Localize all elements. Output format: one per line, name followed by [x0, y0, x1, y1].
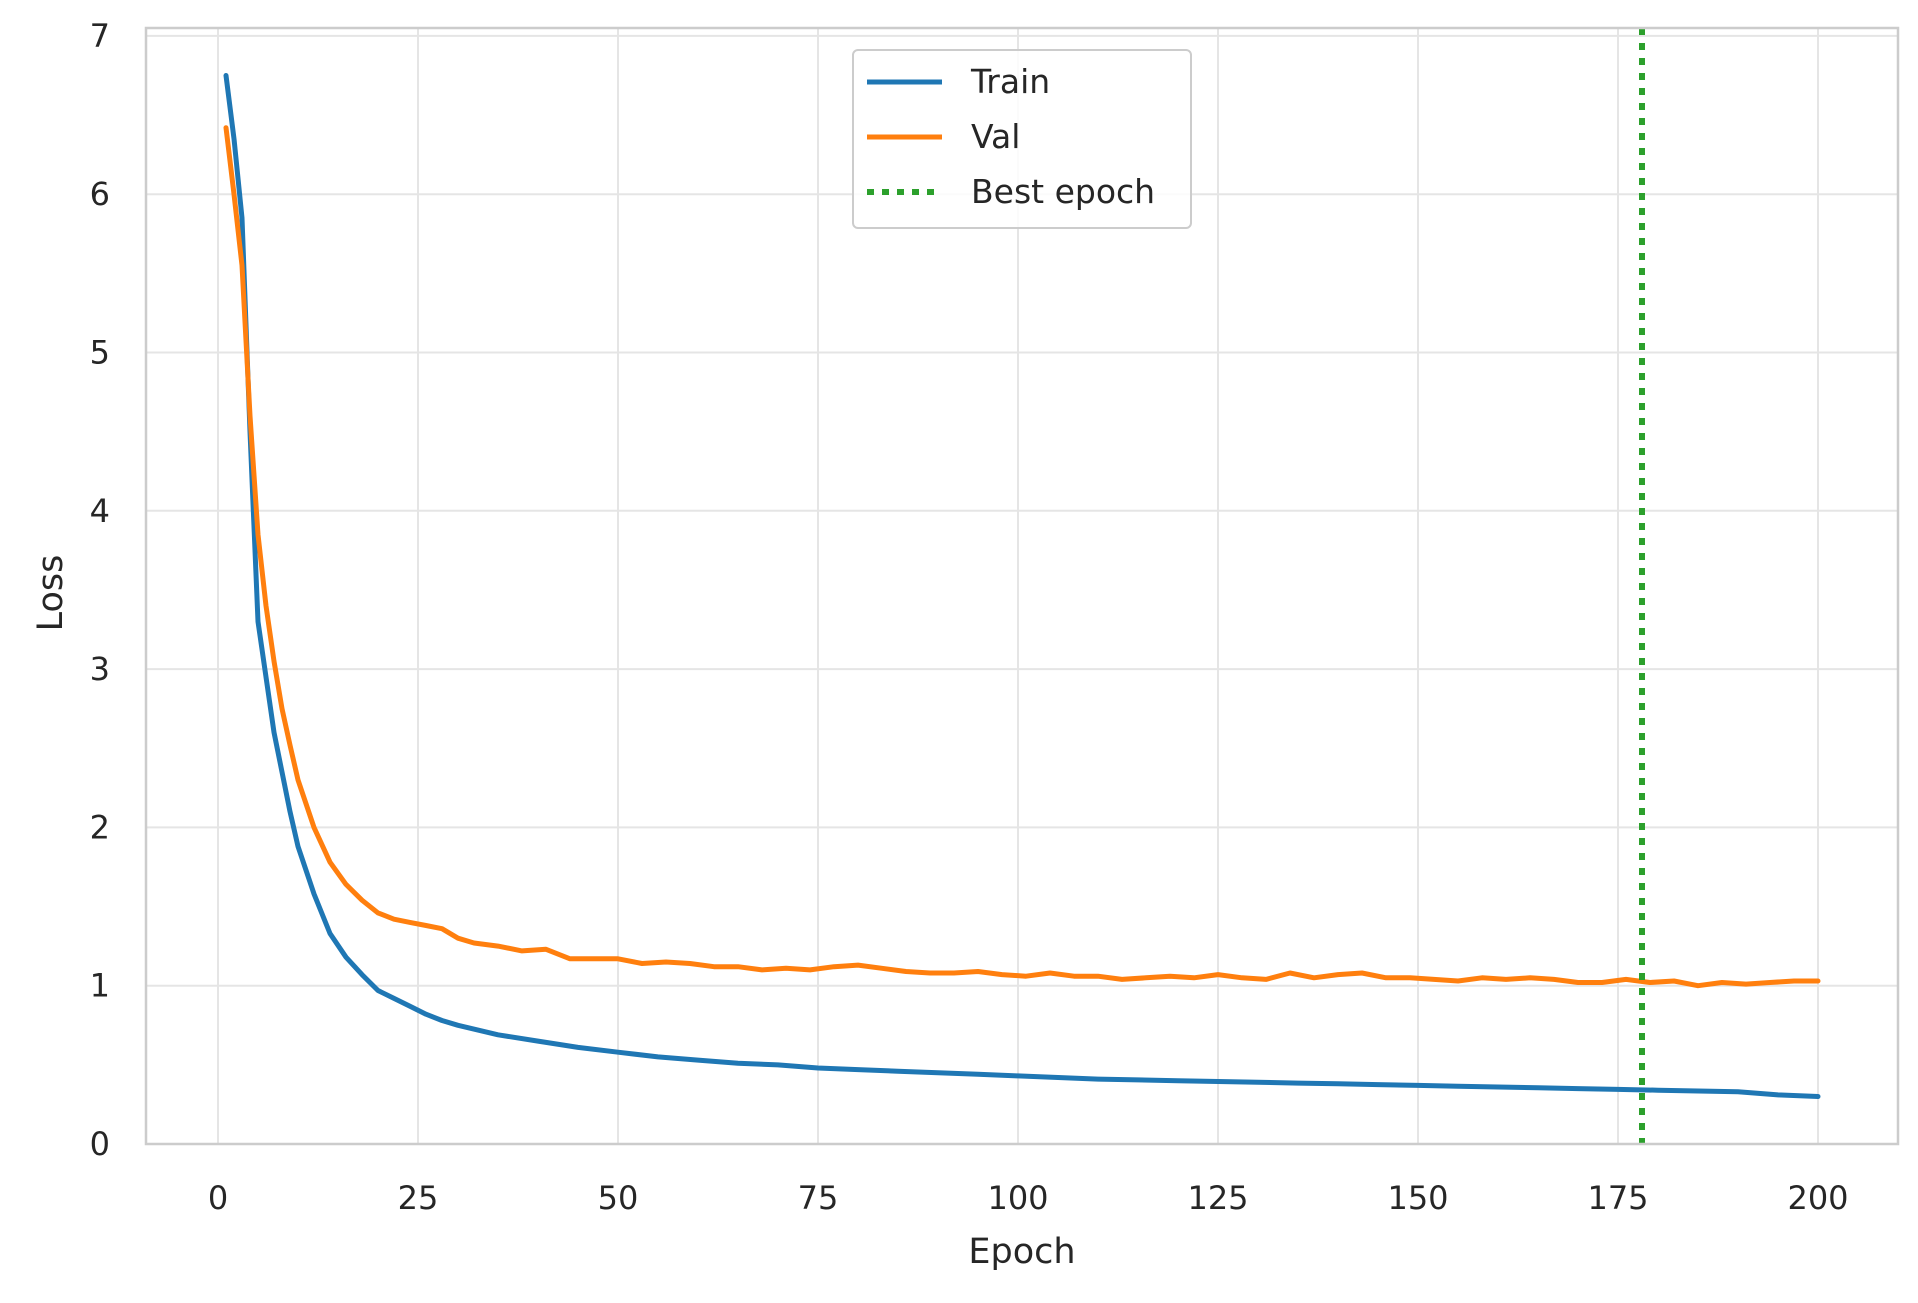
- y-axis-title: Loss: [31, 555, 71, 632]
- x-tick-label: 75: [798, 1179, 839, 1217]
- y-tick-labels: 0 1 2 3 4 5 6 7: [90, 17, 110, 1163]
- y-tick-label: 7: [90, 17, 110, 55]
- x-tick-labels: 0 25 50 75 100 125 150 175 200: [208, 1179, 1849, 1217]
- series-line-train: [223, 73, 1821, 1099]
- x-tick-label: 175: [1587, 1179, 1648, 1217]
- x-tick-label: 125: [1187, 1179, 1248, 1217]
- plot-frame: [144, 26, 1900, 1146]
- x-tick-label: 150: [1387, 1179, 1448, 1217]
- y-tick-label: 0: [90, 1125, 110, 1163]
- x-tick-label: 50: [598, 1179, 639, 1217]
- series-lines: [223, 73, 1821, 1099]
- x-tick-label: 25: [398, 1179, 439, 1217]
- y-tick-label: 2: [90, 808, 110, 846]
- y-tick-label: 6: [90, 175, 110, 213]
- x-tick-label: 100: [987, 1179, 1048, 1217]
- y-tick-label: 4: [90, 492, 110, 530]
- legend-val-label: Val: [971, 117, 1020, 156]
- y-tick-label: 5: [90, 334, 110, 372]
- x-axis-title: Epoch: [968, 1232, 1075, 1272]
- series-line-val: [223, 125, 1821, 989]
- y-tick-label: 1: [90, 967, 110, 1005]
- x-tick-label: 200: [1787, 1179, 1848, 1217]
- legend: Train Val Best epoch: [852, 49, 1192, 229]
- legend-box: [852, 49, 1192, 229]
- legend-train-label: Train: [970, 62, 1050, 101]
- legend-best-epoch-label: Best epoch: [971, 172, 1155, 211]
- y-tick-label: 3: [90, 650, 110, 688]
- x-tick-label: 0: [208, 1179, 228, 1217]
